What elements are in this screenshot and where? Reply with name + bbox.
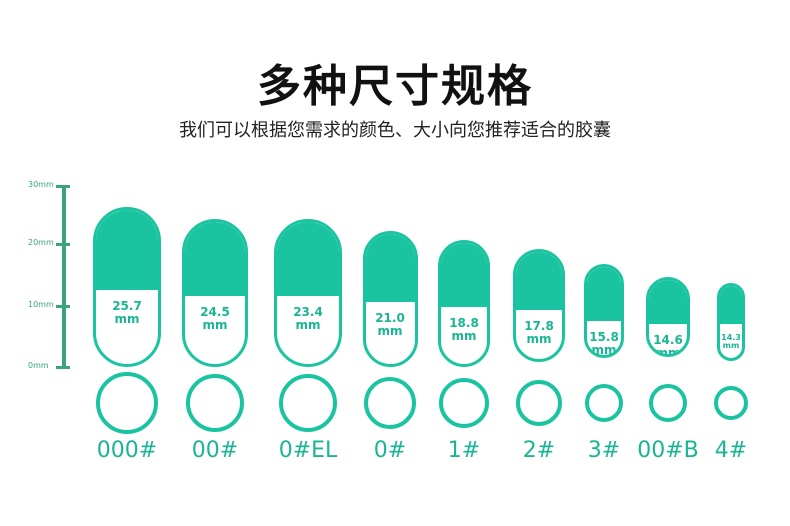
capsule-8: 14.3 mm bbox=[717, 283, 745, 361]
capsule-2: 23.4 mm bbox=[274, 219, 342, 367]
scale-label-30: 30mm bbox=[28, 180, 54, 189]
capsule-diameter-ring-2 bbox=[279, 374, 337, 432]
capsule-cap bbox=[441, 243, 487, 307]
capsule-length: 25.7 mm bbox=[96, 300, 158, 325]
capsule-length-unit: mm bbox=[295, 317, 321, 332]
capsule-length: 21.0 mm bbox=[366, 312, 415, 337]
capsule-size-label-3: 0# bbox=[373, 438, 407, 463]
capsule-cap bbox=[516, 252, 562, 310]
scale-label-0: 0mm bbox=[28, 361, 49, 370]
scale-tick-10 bbox=[56, 305, 70, 308]
capsule-5: 17.8 mm bbox=[513, 249, 565, 362]
capsule-length-unit: mm bbox=[722, 341, 740, 351]
page-title: 多种尺寸规格 bbox=[257, 61, 533, 112]
capsule-length-value: 15.8 bbox=[589, 330, 619, 344]
capsule-length-value: 23.4 bbox=[293, 305, 323, 319]
capsule-cap bbox=[587, 267, 621, 321]
capsule-length-value: 25.7 bbox=[112, 299, 142, 313]
capsule-cap bbox=[720, 286, 742, 324]
capsule-length-unit: mm bbox=[114, 311, 140, 326]
capsule-size-label-1: 00# bbox=[191, 438, 239, 463]
capsule-length-unit: mm bbox=[526, 331, 552, 346]
scale-label-10: 10mm bbox=[28, 300, 54, 309]
capsule-diameter-ring-1 bbox=[186, 374, 244, 432]
capsule-diameter-ring-4 bbox=[439, 378, 489, 428]
capsule-diameter-ring-7 bbox=[649, 384, 687, 422]
capsule-length: 14.3 mm bbox=[720, 333, 742, 351]
capsule-length: 14.6 mm bbox=[649, 333, 687, 357]
capsule-size-label-8: 4# bbox=[714, 438, 748, 463]
capsule-size-label-4: 1# bbox=[447, 438, 481, 463]
capsule-length-unit: mm bbox=[202, 317, 228, 332]
capsule-cap bbox=[365, 234, 415, 302]
scale-tick-20 bbox=[56, 243, 70, 246]
capsule-3: 21.0 mm bbox=[362, 231, 418, 367]
capsule-size-label-5: 2# bbox=[522, 438, 556, 463]
capsule-length-unit: mm bbox=[377, 323, 403, 338]
capsule-length: 23.4 mm bbox=[277, 306, 339, 331]
capsule-1: 24.5 mm bbox=[182, 219, 248, 367]
capsule-length-value: 14.6 bbox=[653, 333, 683, 347]
capsule-length: 18.8 mm bbox=[441, 317, 487, 342]
capsule-cap bbox=[96, 210, 158, 290]
capsule-length-value: 18.8 bbox=[449, 316, 479, 330]
capsule-diameter-ring-8 bbox=[714, 386, 748, 420]
scale-label-20: 20mm bbox=[28, 238, 54, 247]
capsule-cap bbox=[277, 222, 339, 296]
capsule-length-value: 14.3 bbox=[721, 333, 741, 342]
capsule-6: 15.8 mm bbox=[584, 264, 624, 358]
capsule-size-label-7: 00#B bbox=[637, 438, 699, 463]
scale-tick-0 bbox=[56, 366, 70, 369]
capsule-size-label-6: 3# bbox=[587, 438, 621, 463]
capsule-4: 18.8 mm bbox=[438, 240, 490, 367]
scale-tick-30 bbox=[56, 185, 70, 188]
capsule-size-label-0: 000# bbox=[96, 438, 158, 463]
capsule-cap bbox=[185, 222, 245, 296]
capsule-diameter-ring-3 bbox=[364, 377, 416, 429]
capsule-length: 15.8 mm bbox=[587, 330, 621, 357]
size-scale-bar bbox=[62, 186, 66, 368]
capsule-0: 25.7 mm bbox=[93, 207, 161, 367]
capsule-length-unit: mm bbox=[655, 345, 681, 357]
capsule-diameter-ring-5 bbox=[516, 380, 562, 426]
capsule-length-value: 24.5 bbox=[200, 305, 230, 319]
capsule-length-value: 21.0 bbox=[375, 311, 405, 325]
capsule-length: 24.5 mm bbox=[185, 306, 245, 331]
capsule-length: 17.8 mm bbox=[516, 320, 562, 345]
capsule-diameter-ring-6 bbox=[585, 384, 623, 422]
capsule-diameter-ring-0 bbox=[96, 372, 158, 434]
capsule-length-unit: mm bbox=[591, 342, 617, 357]
capsule-length-unit: mm bbox=[451, 328, 477, 343]
capsule-7: 14.6 mm bbox=[646, 277, 690, 357]
page-subtitle: 我们可以根据您需求的颜色、大小向您推荐适合的胶囊 bbox=[179, 120, 611, 141]
capsule-size-label-2: 0#EL bbox=[278, 438, 338, 463]
capsule-cap bbox=[649, 280, 687, 324]
capsule-length-value: 17.8 bbox=[524, 319, 554, 333]
